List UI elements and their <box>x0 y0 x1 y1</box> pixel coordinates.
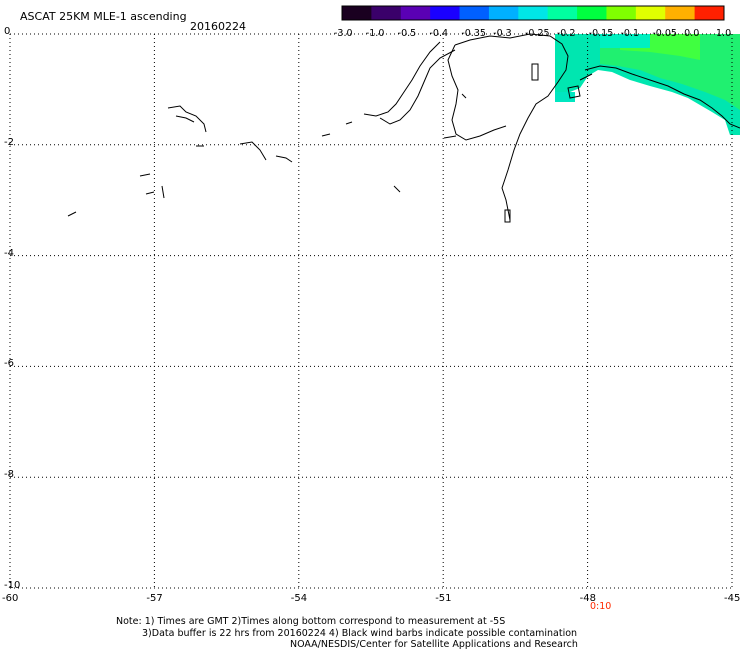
x-tick-label: -60 <box>2 593 19 604</box>
colorbar-segment <box>459 6 490 20</box>
colorbar-label: -1.0 <box>365 28 385 39</box>
colorbar-segment <box>606 6 637 20</box>
colorbar-segment <box>371 6 402 20</box>
colorbar-segment <box>518 6 549 20</box>
x-tick-label: -45 <box>724 593 740 604</box>
chart-title: ASCAT 25KM MLE-1 ascending <box>20 10 187 23</box>
note-line-2: 3)Data buffer is 22 hrs from 20160224 4)… <box>142 628 578 639</box>
colorbar-segment <box>547 6 578 20</box>
y-tick-label: -2 <box>4 136 14 148</box>
colorbar-segment <box>488 6 519 20</box>
colorbar-label: -0.05 <box>652 28 677 39</box>
y-tick-label: -6 <box>4 358 14 370</box>
x-tick-label: -57 <box>146 593 163 604</box>
note-line-1: Note: 1) Times are GMT 2)Times along bot… <box>116 616 506 627</box>
coastline <box>67 33 740 223</box>
colorbar-label: 1.0 <box>716 28 732 39</box>
grid-lines <box>9 33 733 589</box>
chart-date: 20160224 <box>190 20 246 33</box>
colorbar-segment <box>430 6 461 20</box>
y-tick-label: -10 <box>4 580 21 591</box>
colorbar-segment <box>694 6 725 20</box>
colorbar-label: 0.0 <box>684 28 700 39</box>
x-tick-label: -54 <box>290 593 308 604</box>
colorbar-label: -0.2 <box>556 28 576 39</box>
colorbar-label: -0.3 <box>493 28 512 39</box>
colorbar-segment <box>577 6 607 20</box>
data-swath <box>555 34 740 135</box>
colorbar-label: -0.15 <box>588 28 614 39</box>
colorbar-label: -0.35 <box>461 28 486 39</box>
colorbar-label: -0.1 <box>620 28 640 39</box>
colorbar-label: -0.4 <box>429 28 449 39</box>
colorbar-segment <box>635 6 666 20</box>
time-label: 0:10 <box>590 601 612 612</box>
y-tick-label: 0 <box>4 26 11 37</box>
x-tick-label: -48 <box>579 593 596 604</box>
colorbar-segment <box>342 6 372 20</box>
colorbar-label: -0.5 <box>397 28 417 39</box>
y-tick-label: -8 <box>4 469 14 481</box>
x-tick-label: -51 <box>435 593 452 604</box>
colorbar-label: -3.0 <box>334 28 353 39</box>
colorbar-label: -0.25 <box>525 28 550 39</box>
note-line-3: NOAA/NESDIS/Center for Satellite Applica… <box>290 639 578 650</box>
colorbar-segment <box>400 6 431 20</box>
y-tick-label: -4 <box>4 247 14 259</box>
colorbar <box>341 5 725 21</box>
colorbar-border <box>341 5 725 21</box>
colorbar-segment <box>665 6 696 20</box>
